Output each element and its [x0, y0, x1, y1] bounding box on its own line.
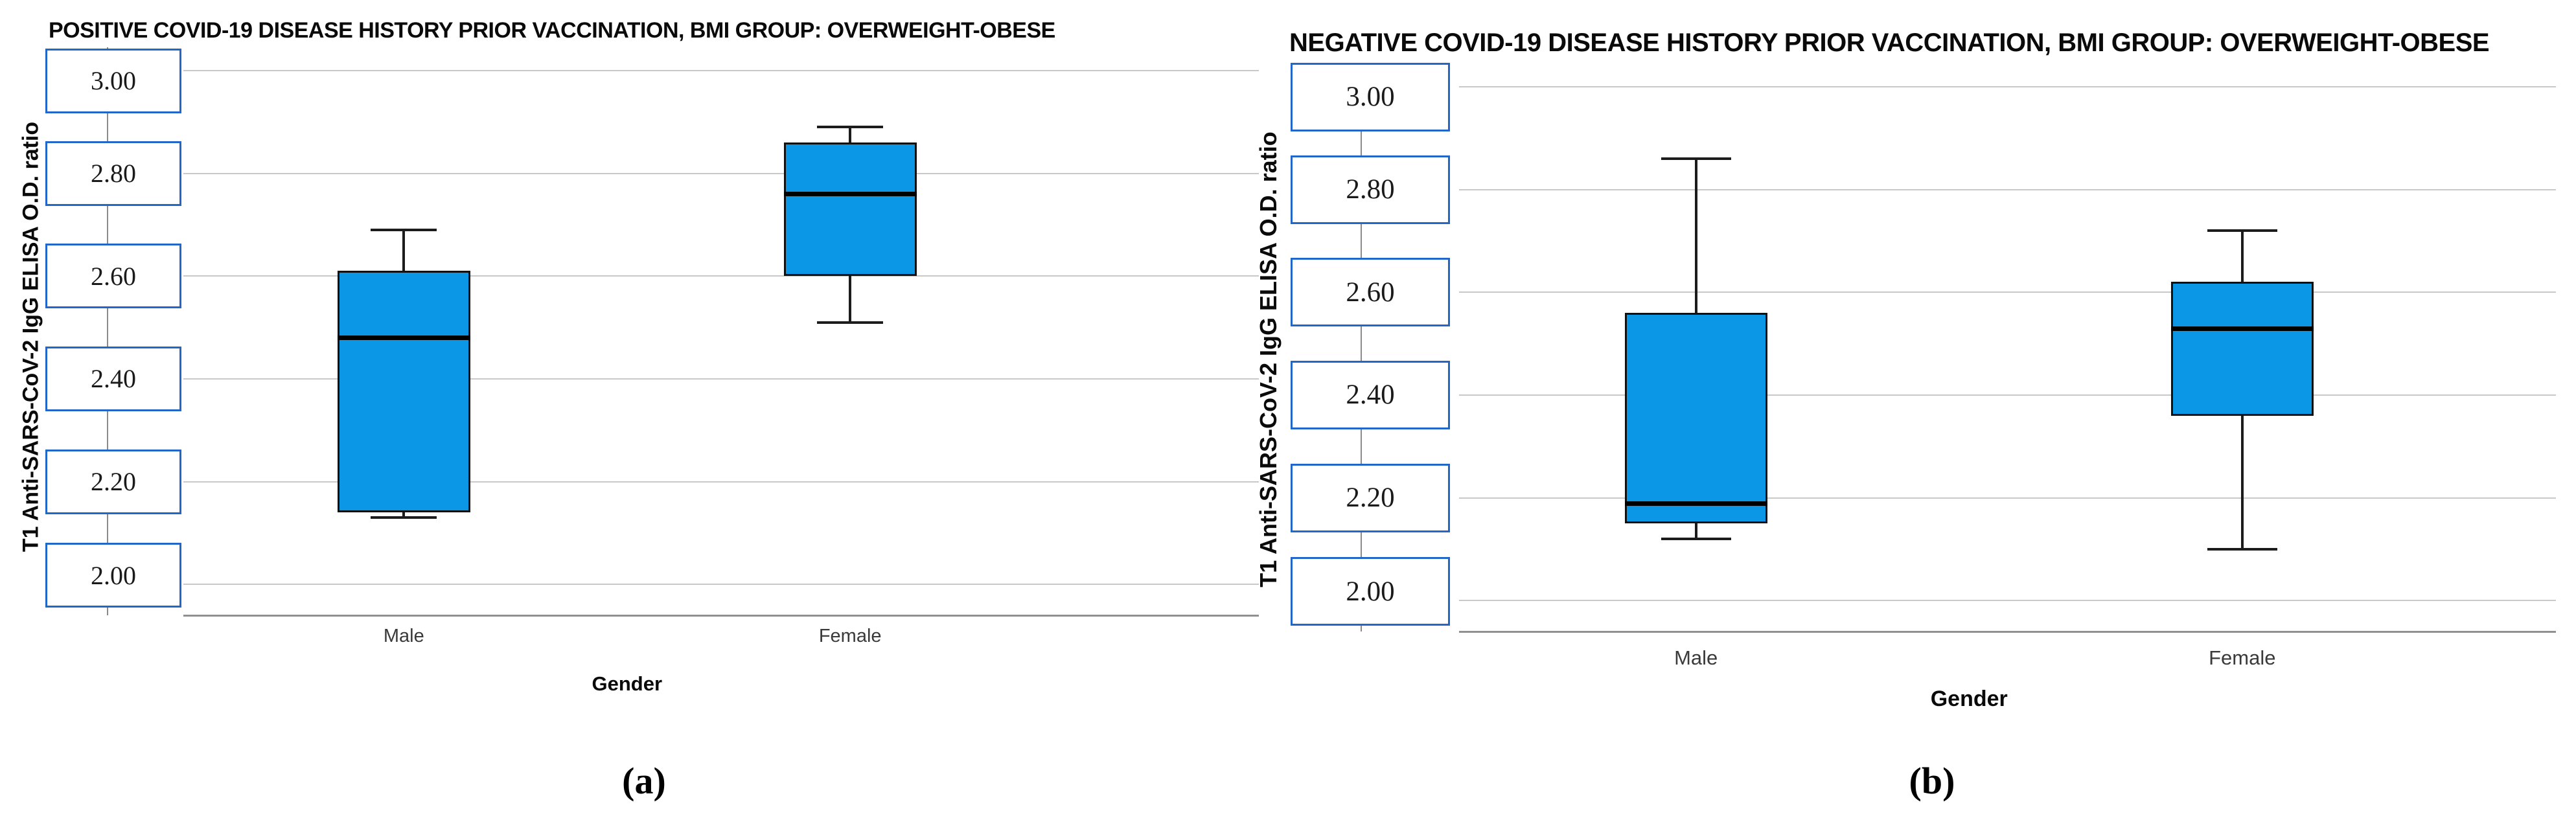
x-category-label-female: Female: [818, 626, 882, 646]
whisker-cap-top: [817, 126, 884, 129]
x-category-label-male: Male: [383, 626, 424, 646]
gridline: [183, 172, 1259, 174]
whisker-cap-bottom: [1661, 538, 1731, 541]
boxplot-box-female: [2170, 282, 2314, 416]
whisker-cap-bottom: [2207, 548, 2277, 551]
boxplot-median-line: [2170, 326, 2314, 331]
chart-title: NEGATIVE COVID-19 DISEASE HISTORY PRIOR …: [1289, 28, 2490, 57]
y-tick-label: 2.20: [45, 449, 181, 514]
x-axis-line: [183, 615, 1259, 617]
y-tick-label: 3.00: [1291, 62, 1450, 131]
y-axis-label: T1 Anti-SARS-CoV-2 IgG ELISA O.D. ratio: [1255, 131, 1282, 587]
panel-caption-b: (b): [1909, 760, 1955, 802]
boxplot-median-line: [337, 336, 470, 341]
gridline: [183, 481, 1259, 483]
y-axis-connector-line: [1361, 63, 1363, 632]
whisker-cap-bottom: [371, 516, 437, 519]
gridline: [1459, 600, 2556, 602]
plot-area: [183, 55, 1259, 617]
whisker-cap-top: [371, 228, 437, 231]
y-tick-label: 2.00: [45, 543, 181, 608]
boxplot-box-male: [1624, 312, 1767, 524]
y-tick-label: 2.00: [1291, 557, 1450, 626]
x-axis-title: Gender: [592, 672, 663, 695]
chart-panel-a: POSITIVE COVID-19 DISEASE HISTORY PRIOR …: [18, 18, 1259, 802]
y-tick-label: 2.80: [45, 141, 181, 206]
gridline: [183, 275, 1259, 277]
y-axis-label: T1 Anti-SARS-CoV-2 IgG ELISA O.D. ratio: [18, 121, 43, 552]
gridline: [1459, 394, 2556, 396]
whisker-cap-bottom: [817, 321, 884, 324]
y-tick-label: 2.60: [45, 244, 181, 309]
boxplot-median-line: [1624, 501, 1767, 506]
boxplot-median-line: [783, 192, 917, 197]
chart-panel-b: NEGATIVE COVID-19 DISEASE HISTORY PRIOR …: [1255, 0, 2576, 831]
y-tick-label: 3.00: [45, 48, 181, 113]
y-tick-label: 2.40: [1291, 360, 1450, 429]
whisker-cap-top: [2207, 229, 2277, 232]
y-tick-label: 2.20: [1291, 463, 1450, 532]
gridline: [1459, 85, 2556, 87]
gridline: [1459, 291, 2556, 293]
plot-area: [1459, 71, 2556, 633]
x-axis-title: Gender: [1930, 687, 2008, 711]
boxplot-box-female: [783, 142, 917, 277]
gridline: [183, 584, 1259, 586]
x-category-label-female: Female: [2209, 646, 2276, 669]
x-category-label-male: Male: [1674, 646, 1718, 669]
boxplot-box-male: [337, 271, 470, 513]
chart-title: POSITIVE COVID-19 DISEASE HISTORY PRIOR …: [49, 18, 1055, 43]
gridline: [1459, 188, 2556, 190]
panel-caption-a: (a): [622, 760, 666, 802]
gridline: [183, 378, 1259, 380]
x-axis-line: [1459, 631, 2556, 633]
gridline: [183, 69, 1259, 71]
y-tick-label: 2.80: [1291, 155, 1450, 224]
whisker-cap-top: [1661, 157, 1731, 160]
y-axis-connector-line: [106, 47, 108, 615]
gridline: [1459, 497, 2556, 499]
y-tick-label: 2.60: [1291, 258, 1450, 327]
y-tick-label: 2.40: [45, 346, 181, 411]
